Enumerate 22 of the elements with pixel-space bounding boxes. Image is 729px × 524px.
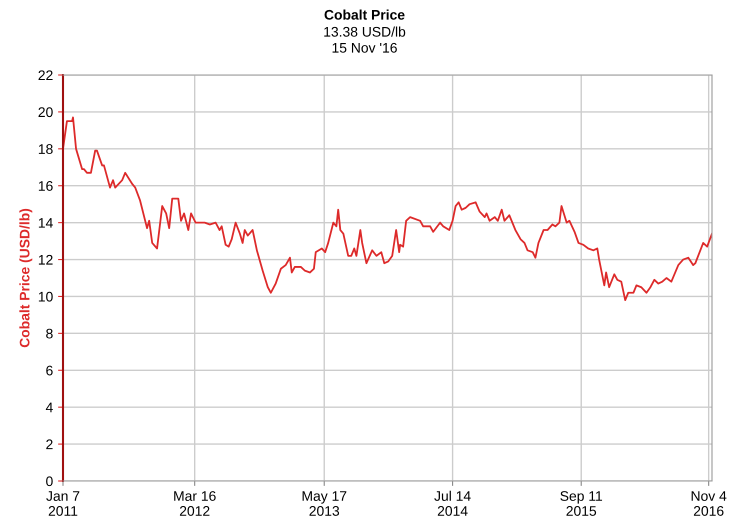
y-axis-title: Cobalt Price (USD/lb) bbox=[19, 208, 32, 348]
x-tick-label: May 17 2013 bbox=[302, 491, 346, 516]
y-tick-label: 4 bbox=[46, 402, 53, 412]
y-tick-label: 0 bbox=[46, 476, 53, 486]
x-tick-label: Mar 16 2012 bbox=[174, 491, 216, 516]
x-tick-label: Jul 14 2014 bbox=[434, 490, 471, 516]
y-tick-label: 2 bbox=[46, 439, 53, 450]
y-tick-label: 22 bbox=[38, 70, 53, 80]
x-tick-label: Nov 4 2016 bbox=[692, 491, 726, 516]
x-tick-label: Sep 11 2015 bbox=[560, 491, 602, 516]
y-tick-label: 12 bbox=[38, 254, 53, 265]
y-tick-label: 14 bbox=[38, 218, 53, 228]
y-tick-label: 10 bbox=[38, 292, 53, 302]
text: 15 Nov '16 bbox=[332, 42, 397, 53]
chart-subtitle: 13.38 USD/lb bbox=[324, 26, 406, 37]
y-tick-label: 16 bbox=[38, 181, 53, 191]
y-tick-label: 20 bbox=[38, 107, 53, 118]
x-tick-label: Jan 7 2011 bbox=[46, 491, 80, 516]
y-tick-label: 8 bbox=[46, 328, 53, 339]
y-tick-label: 18 bbox=[38, 144, 53, 154]
y-tick-label: 6 bbox=[46, 366, 53, 376]
chart-title: Cobalt Price bbox=[324, 10, 405, 20]
